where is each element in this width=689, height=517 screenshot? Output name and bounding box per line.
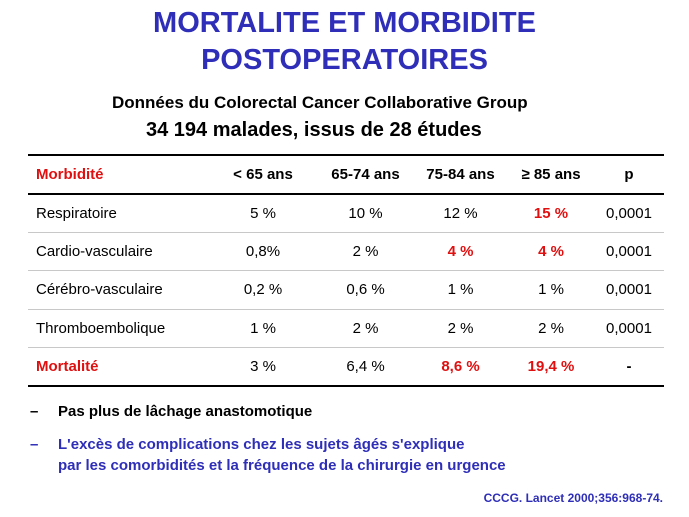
table-row-respiratoire: Respiratoire 5 % 10 % 12 % 15 % 0,0001 — [28, 193, 664, 233]
table-cell: 0,0001 — [594, 193, 664, 233]
source-subtitle: Données du Colorectal Cancer Collaborati… — [112, 93, 528, 112]
row-label: Thromboembolique — [28, 309, 208, 348]
table-cell: 3 % — [208, 347, 318, 387]
table-cell: 2 % — [413, 309, 508, 348]
table-cell: 0,8% — [208, 232, 318, 271]
row-label: Cardio-vasculaire — [28, 232, 208, 271]
table-cell: 1 % — [413, 270, 508, 310]
row-label: Cérébro-vasculaire — [28, 270, 208, 310]
header-85-plus: ≥ 85 ans — [508, 154, 594, 195]
table-cell: 6,4 % — [318, 347, 413, 387]
bullet-text: Pas plus de lâchage anastomotique — [58, 403, 313, 420]
bullet-text: L'excès de complications chez les sujets… — [58, 436, 465, 453]
slide-title-line1: MORTALITE ET MORBIDITE — [153, 7, 536, 39]
header-p: p — [594, 154, 664, 195]
bullet-dash: – — [30, 436, 39, 453]
table-cell: 5 % — [208, 193, 318, 233]
table-row-cerebro: Cérébro-vasculaire 0,2 % 0,6 % 1 % 1 % 0… — [28, 270, 664, 310]
row-label-highlight: Mortalité — [28, 347, 208, 387]
table-cell: 0,0001 — [594, 309, 664, 348]
bullet-text-continuation: par les comorbidités et la fréquence de … — [58, 457, 506, 474]
table-cell: 12 % — [413, 193, 508, 233]
table-row-mortalite: Mortalité 3 % 6,4 % 8,6 % 19,4 % - — [28, 347, 664, 387]
table-cell-highlight: 19,4 % — [508, 347, 594, 387]
reference-citation: CCCG. Lancet 2000;356:968-74. — [483, 491, 663, 505]
table-cell: 2 % — [318, 232, 413, 271]
table-cell: 0,0001 — [594, 270, 664, 310]
table-cell: 10 % — [318, 193, 413, 233]
table-cell-bold: - — [594, 347, 664, 387]
table-header-row: Morbidité < 65 ans 65-74 ans 75-84 ans ≥… — [28, 154, 664, 195]
header-under-65: < 65 ans — [208, 154, 318, 195]
patient-count-subtitle: 34 194 malades, issus de 28 études — [146, 119, 482, 141]
table-cell: 1 % — [508, 270, 594, 310]
table-cell-highlight: 4 % — [413, 232, 508, 271]
table-cell-highlight: 8,6 % — [413, 347, 508, 387]
table-cell: 0,6 % — [318, 270, 413, 310]
row-label: Respiratoire — [28, 193, 208, 233]
slide-title-line2: POSTOPERATOIRES — [201, 44, 488, 76]
bullet-dash: – — [30, 403, 39, 420]
morbidity-table: Morbidité < 65 ans 65-74 ans 75-84 ans ≥… — [28, 154, 664, 387]
table-cell: 2 % — [318, 309, 413, 348]
header-morbidite: Morbidité — [28, 154, 208, 195]
table-cell: 2 % — [508, 309, 594, 348]
header-75-84: 75-84 ans — [413, 154, 508, 195]
table-cell: 0,2 % — [208, 270, 318, 310]
table-cell-highlight: 15 % — [508, 193, 594, 233]
table-row-cardio: Cardio-vasculaire 0,8% 2 % 4 % 4 % 0,000… — [28, 232, 664, 271]
table-row-thrombo: Thromboembolique 1 % 2 % 2 % 2 % 0,0001 — [28, 309, 664, 348]
bullet-item-anastomotic: – Pas plus de lâchage anastomotique — [30, 402, 312, 422]
bullet-item-complications: – L'excès de complications chez les sujet… — [30, 435, 464, 455]
table-cell: 0,0001 — [594, 232, 664, 271]
table-cell: 1 % — [208, 309, 318, 348]
table-cell-highlight: 4 % — [508, 232, 594, 271]
header-65-74: 65-74 ans — [318, 154, 413, 195]
